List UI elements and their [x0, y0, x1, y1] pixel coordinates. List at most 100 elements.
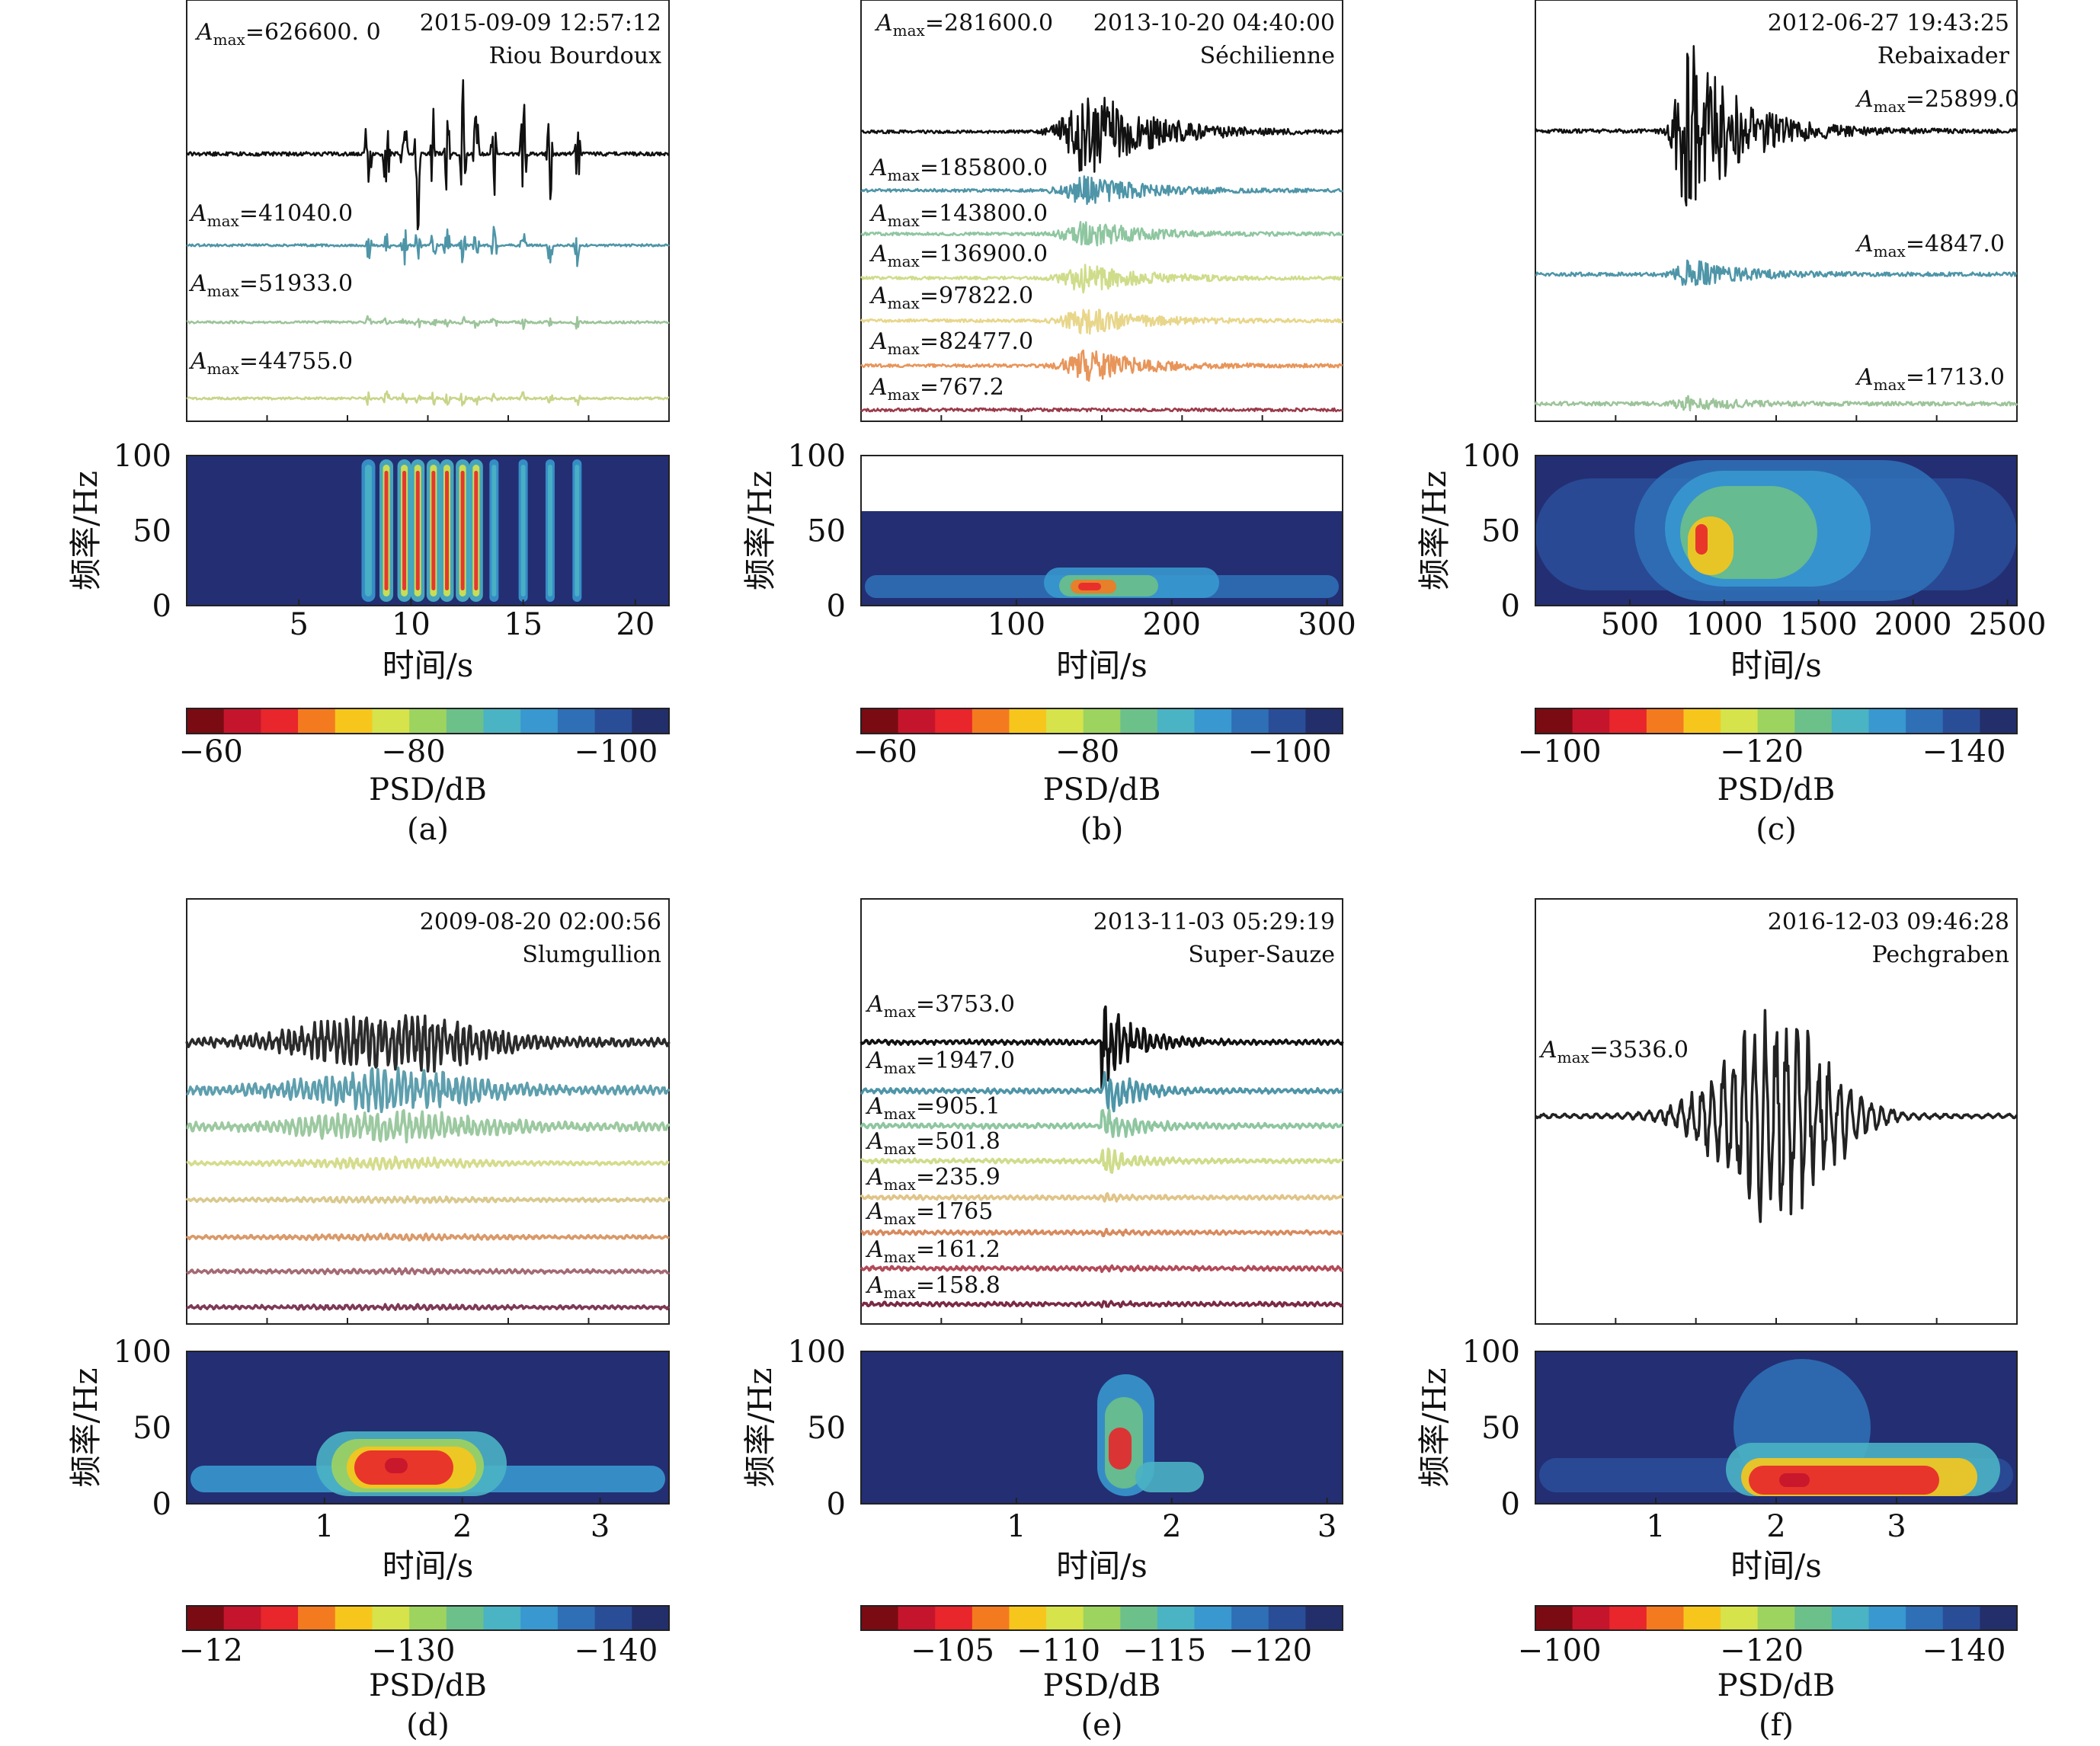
colorbar-swatch	[1572, 708, 1610, 734]
colorbar-swatch	[1083, 708, 1121, 734]
amax-label: Amax=25899.0	[1855, 86, 2019, 116]
y-tick-label: 50	[807, 1411, 846, 1446]
spectrogram-energy	[1688, 516, 1733, 575]
colorbar-swatch	[1757, 708, 1795, 734]
colorbar-swatch	[1157, 1606, 1196, 1630]
y-tick-label: 0	[152, 589, 171, 624]
y-tick-label: 0	[152, 1487, 171, 1522]
colorbar-frame	[1535, 708, 2018, 734]
colorbar-swatch	[1535, 708, 1573, 734]
trace-series-1	[185, 1014, 671, 1073]
colorbar-swatch	[1231, 1606, 1269, 1630]
colorbar-swatch	[1046, 1606, 1084, 1630]
spectrogram-energy	[364, 465, 372, 596]
colorbar-frame	[186, 708, 670, 734]
colorbar-swatch	[446, 1606, 485, 1630]
trace-series-2	[1535, 259, 2018, 286]
spectrogram-energy	[1779, 1473, 1810, 1487]
trace-series-2	[860, 1071, 1343, 1113]
trace-series-4	[186, 1155, 670, 1171]
amax-label: Amax=767.2	[869, 374, 1004, 404]
colorbar-swatch	[483, 1606, 521, 1630]
colorbar-swatch	[1609, 708, 1647, 734]
colorbar-label: PSD/dB	[1043, 1668, 1161, 1703]
colorbar-swatch	[1683, 708, 1721, 734]
event-date: 2016-12-03 09:46:28	[1768, 909, 2009, 935]
colorbar-tick-label: −115	[1122, 1633, 1206, 1668]
colorbar-frame	[860, 1605, 1343, 1631]
panel-a: 2015-09-09 12:57:12 Riou Bourdoux Amax=626…	[67, 0, 670, 847]
site-name: Rebaixader	[1878, 43, 2010, 69]
trace-series-8	[860, 1300, 1344, 1309]
trace-series-3	[186, 1108, 671, 1143]
event-date: 2009-08-20 02:00:56	[420, 909, 661, 935]
amax-label: Amax=143800.0	[869, 200, 1048, 230]
x-tick-label: 5	[289, 607, 308, 642]
colorbar-swatch	[372, 708, 410, 734]
colorbar-tick-label: −100	[1518, 1633, 1602, 1668]
colorbar-swatch	[861, 708, 899, 734]
colorbar-tick-label: −12	[178, 1633, 242, 1668]
colorbar-tick-label: −60	[178, 734, 242, 769]
colorbar-swatch	[446, 708, 485, 734]
y-tick-label: 50	[807, 514, 846, 549]
x-axis-label: 时间/s	[383, 1547, 474, 1585]
colorbar-swatch	[223, 1606, 261, 1630]
y-tick-label: 100	[1462, 1335, 1520, 1370]
x-tick-label: 200	[1143, 607, 1201, 642]
x-axis-label: 时间/s	[1056, 1547, 1148, 1585]
colorbar-swatch	[594, 1606, 632, 1630]
colorbar-tick-label: −130	[372, 1633, 456, 1668]
trace-series-4	[860, 264, 1343, 294]
x-tick-label: 1	[1007, 1509, 1026, 1544]
trace-series-1	[1534, 1009, 2018, 1223]
colorbar-swatch	[935, 708, 973, 734]
spectrogram-energy	[547, 465, 552, 596]
y-tick-label: 50	[1481, 1411, 1520, 1446]
spectrogram-frame	[860, 455, 1343, 606]
trace-series-5	[185, 1195, 671, 1204]
trace-series-2	[186, 225, 670, 267]
colorbar-swatch	[1572, 1606, 1610, 1630]
spectrogram-energy	[431, 471, 436, 590]
spectrogram-energy	[491, 465, 497, 596]
amax-label: Amax=158.8	[865, 1272, 1000, 1302]
colorbar-swatch	[223, 708, 261, 734]
colorbar-swatch	[898, 1606, 936, 1630]
amax-label: Amax=1713.0	[1855, 364, 2005, 394]
colorbar-swatch	[1120, 1606, 1158, 1630]
amax-label: Amax=626600. 0	[194, 19, 381, 49]
trace-series-7	[860, 1264, 1344, 1274]
amax-label: Amax=136900.0	[869, 241, 1048, 270]
x-axis-label: 时间/s	[1730, 647, 1822, 684]
x-tick-label: 2500	[1969, 607, 2047, 642]
trace-series-8	[186, 1303, 671, 1312]
colorbar-swatch	[972, 1606, 1010, 1630]
colorbar-swatch	[1794, 708, 1833, 734]
colorbar-swatch	[632, 1606, 670, 1630]
x-tick-label: 2	[1766, 1509, 1785, 1544]
colorbar-tick-label: −100	[1248, 734, 1332, 769]
colorbar-swatch	[1268, 1606, 1306, 1630]
x-tick-label: 1500	[1780, 607, 1858, 642]
panel-label: (a)	[407, 812, 449, 847]
colorbar-swatch	[1268, 708, 1306, 734]
y-tick-label: 50	[133, 514, 171, 549]
colorbar-swatch	[935, 1606, 973, 1630]
waveform-frame	[860, 0, 1343, 422]
site-name: Pechgraben	[1872, 942, 2009, 968]
colorbar-tick-label: −80	[1055, 734, 1119, 769]
colorbar-swatch	[1942, 1606, 1980, 1630]
colorbar-swatch	[1868, 1606, 1906, 1630]
trace-series-6	[860, 349, 1343, 382]
spectrogram-energy	[1749, 1466, 1939, 1495]
site-name: Séchilienne	[1200, 43, 1335, 69]
y-tick-label: 50	[133, 1411, 171, 1446]
trace-series-6	[860, 1227, 1344, 1238]
trace-series-4	[186, 390, 670, 407]
x-tick-label: 1	[1646, 1509, 1665, 1544]
trace-series-7	[186, 1267, 671, 1276]
colorbar-swatch	[557, 1606, 596, 1630]
colorbar-tick-label: −140	[574, 1633, 658, 1668]
amax-label: Amax=51933.0	[188, 270, 353, 300]
